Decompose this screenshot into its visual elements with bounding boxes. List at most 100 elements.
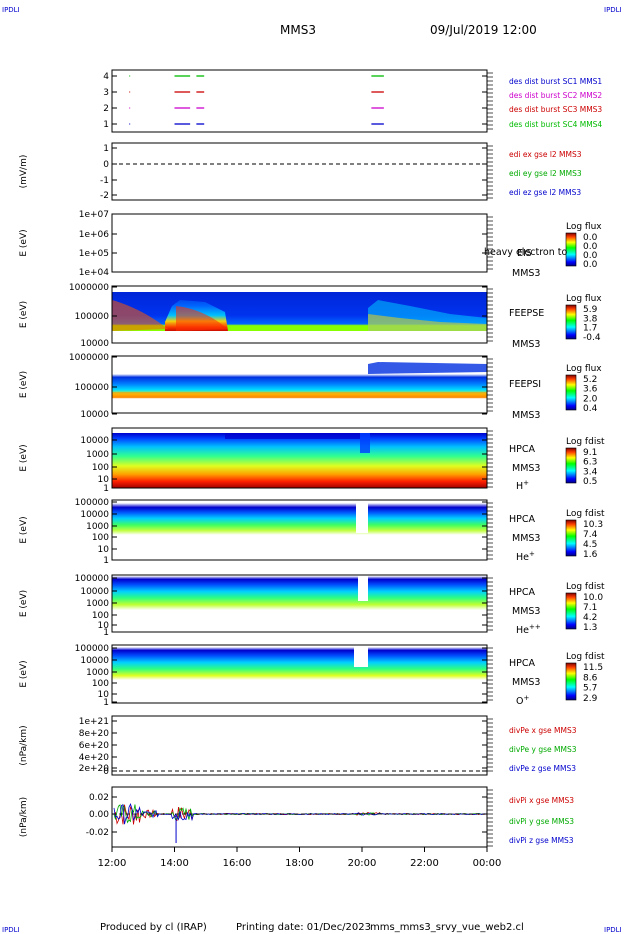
colorbar-tick-label: 3.6 — [583, 385, 598, 395]
legend-entry: divPi y gse MMS3 — [509, 817, 574, 826]
y-tick-label: 8e+20 — [79, 729, 110, 739]
y-tick-label: 1e+05 — [79, 249, 109, 259]
y-tick-label: 0 — [103, 767, 109, 777]
colorbar-tick-label: 0.0 — [583, 233, 598, 243]
colorbar-tick-label: 4.5 — [583, 540, 597, 550]
y-tick-label: 10000 — [80, 436, 109, 446]
legend-entry: edi ex gse l2 MMS3 — [509, 150, 582, 159]
colorbar — [565, 662, 577, 701]
y-tick-label: 0.02 — [89, 793, 109, 803]
legend-entry: divPe x gse MMS3 — [509, 726, 577, 735]
colorbar-tick-label: -0.4 — [583, 333, 601, 343]
colorbar-title: Log flux — [566, 222, 602, 232]
footer-printing-date: Printing date: 01/Dec/2023 — [236, 922, 371, 933]
x-tick-label: 16:00 — [223, 858, 252, 869]
colorbar-tick-label: 0.0 — [583, 251, 598, 261]
hpca-h-spectrogram — [112, 433, 487, 488]
colorbar-tick-label: 0.4 — [583, 404, 598, 414]
y-axis-label: (nPa/km) — [19, 725, 29, 765]
panel-instrument-label: HPCA — [509, 514, 536, 525]
panel-spacecraft-label: MMS3 — [512, 677, 540, 688]
y-axis-label: E (eV) — [19, 371, 29, 398]
x-tick-label: 12:00 — [98, 858, 127, 869]
y-tick-label: 100000 — [75, 644, 110, 654]
spectrogram-images — [112, 292, 487, 702]
y-tick-label: -2 — [100, 191, 109, 201]
x-tick-label: 20:00 — [348, 858, 377, 869]
panel-frame — [111, 355, 488, 414]
colorbar-tick-label: 10.3 — [583, 520, 603, 530]
y-tick-label: 10000 — [80, 410, 109, 420]
y-axis-label: E (eV) — [19, 660, 29, 687]
overlay-text: heavy electron to — [484, 247, 568, 258]
feepse-spectrogram — [112, 292, 487, 331]
colorbar-tick-label: 8.6 — [583, 673, 598, 683]
panel-feepsi: 1000000 100000 10000 E (eV) Log flux5.23.62.… — [19, 353, 602, 421]
colorbar-title: Log flux — [566, 364, 602, 374]
panel-instrument-label: EIS — [517, 248, 532, 259]
y-tick-label: 1000 — [86, 522, 109, 532]
y-tick-label: 1000000 — [69, 353, 109, 363]
colorbar-tick-label: 7.4 — [583, 530, 598, 540]
colorbar — [565, 232, 577, 267]
datetime-title: 09/Jul/2019 12:00 — [430, 23, 537, 37]
y-tick-label: -1 — [100, 176, 109, 186]
y-tick-label: 1000000 — [69, 283, 109, 293]
y-tick-label: 100000 — [75, 574, 110, 584]
panel-burst: 4 3 2 1 des dist burst SC1 MMS1 des dist burs… — [103, 69, 602, 133]
panel-frame — [111, 499, 488, 561]
y-tick-label: 100 — [92, 679, 109, 689]
panel-frame — [111, 427, 488, 489]
footer-produced-by: Produced by cl (IRAP) — [100, 922, 207, 933]
y-tick-label: 1 — [103, 698, 109, 708]
x-tick-label: 00:00 — [473, 858, 502, 869]
colorbar — [565, 447, 577, 484]
y-axis-label: E (eV) — [19, 590, 29, 617]
y-axis-label: (mV/m) — [19, 155, 29, 189]
hpca-o-spectrogram — [112, 647, 487, 702]
y-tick-label: 100 — [92, 611, 109, 621]
colorbar-tick-label: 7.1 — [583, 603, 597, 613]
colorbar-title: Log fdist — [566, 509, 605, 519]
y-tick-label: 6e+20 — [79, 741, 110, 751]
x-tick-label: 22:00 — [410, 858, 439, 869]
spacecraft-title: MMS3 — [280, 23, 316, 37]
y-tick-label: 1e+07 — [79, 210, 109, 220]
colorbar-tick-label: 3.4 — [583, 467, 598, 477]
hpca-he2-spectrogram — [112, 576, 487, 631]
species-label: He++ — [516, 623, 541, 636]
y-tick-label: 0 — [103, 160, 109, 170]
colorbar — [565, 374, 577, 411]
divpi-trace — [113, 803, 487, 824]
legend-entry: divPe y gse MMS3 — [509, 745, 577, 754]
colorbar-tick-label: 9.1 — [583, 448, 597, 458]
legend-entry: divPi x gse MMS3 — [509, 796, 574, 805]
y-tick-label: 100 — [92, 533, 109, 543]
burst-dot — [129, 91, 131, 93]
burst-dot — [129, 123, 131, 125]
colorbar — [565, 304, 577, 340]
y-tick-label: 1 — [103, 144, 109, 154]
y-tick-label: 1000 — [86, 599, 109, 609]
panel-frame — [111, 69, 488, 133]
panel-spacecraft-label: MMS3 — [512, 606, 540, 617]
y-tick-label: 0.00 — [89, 810, 109, 820]
species-label: He+ — [516, 550, 535, 563]
panel-frame — [111, 715, 488, 776]
y-tick-label: 1 — [103, 628, 109, 638]
colorbar — [565, 592, 577, 630]
panel-instrument-label: FEEPSI — [509, 379, 541, 390]
y-tick-label: 10000 — [80, 656, 109, 666]
y-axis-label: E (eV) — [19, 301, 29, 328]
x-tick-label: 14:00 — [160, 858, 189, 869]
colorbar-tick-label: 11.5 — [583, 663, 603, 673]
colorbar-tick-label: 2.0 — [583, 394, 598, 404]
panel-instrument-label: HPCA — [509, 444, 536, 455]
y-tick-label: 1e+06 — [79, 230, 110, 240]
corner-label-br: IPDLI — [604, 926, 622, 934]
y-tick-label: 1 — [103, 484, 109, 494]
legend-entry: des dist burst SC1 MMS1 — [509, 77, 602, 86]
